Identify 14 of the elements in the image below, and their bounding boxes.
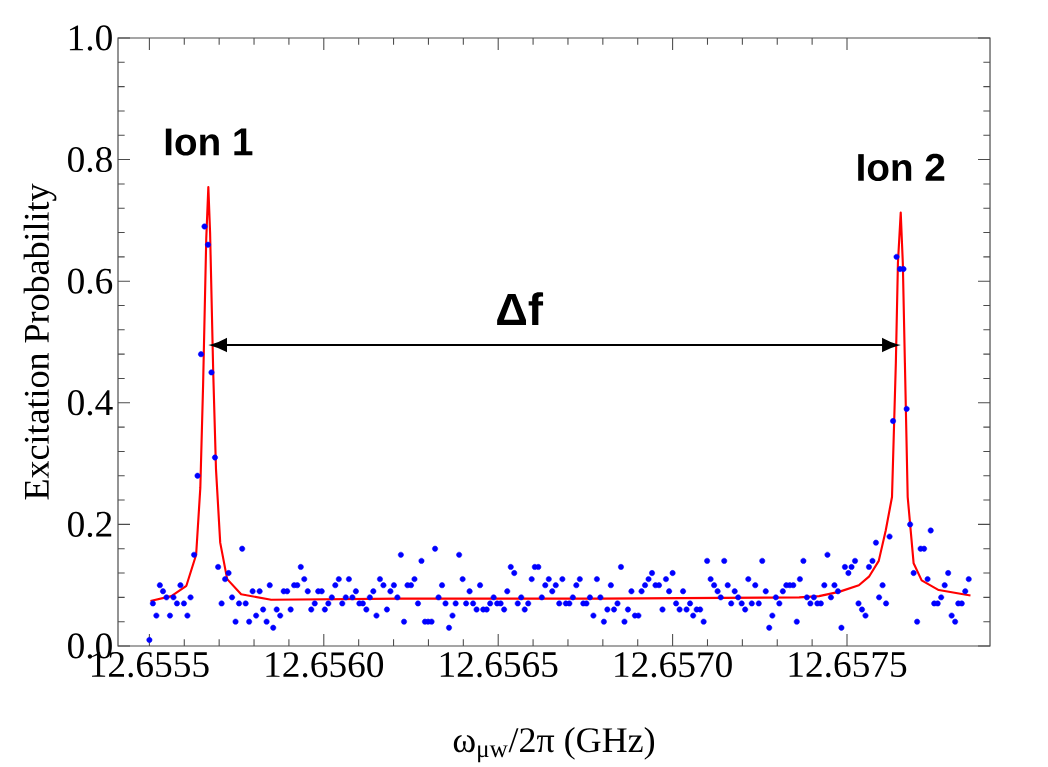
y-tick-label: 0.6 [68,268,113,294]
x-tick-label: 12.6570 [615,652,732,678]
y-tick-label: 1.0 [69,25,112,51]
x-axis-title: ω$_{μw}$/2π (GHz) [453,726,655,763]
y-tick-label: 0.4 [68,390,113,416]
annotation: Δf [497,292,544,326]
x-tick-label: 12.6575 [789,652,907,678]
x-tick-label: 12.6565 [440,652,558,678]
annotation: Ion 1 [165,128,253,156]
y-tick-label: 0.8 [68,146,112,173]
y-axis-title: Excitation Probability [23,183,57,500]
x-tick-label: 12.6560 [266,652,384,678]
annotation: Ion 2 [858,153,945,182]
y-tick-label: 0.2 [68,511,112,538]
